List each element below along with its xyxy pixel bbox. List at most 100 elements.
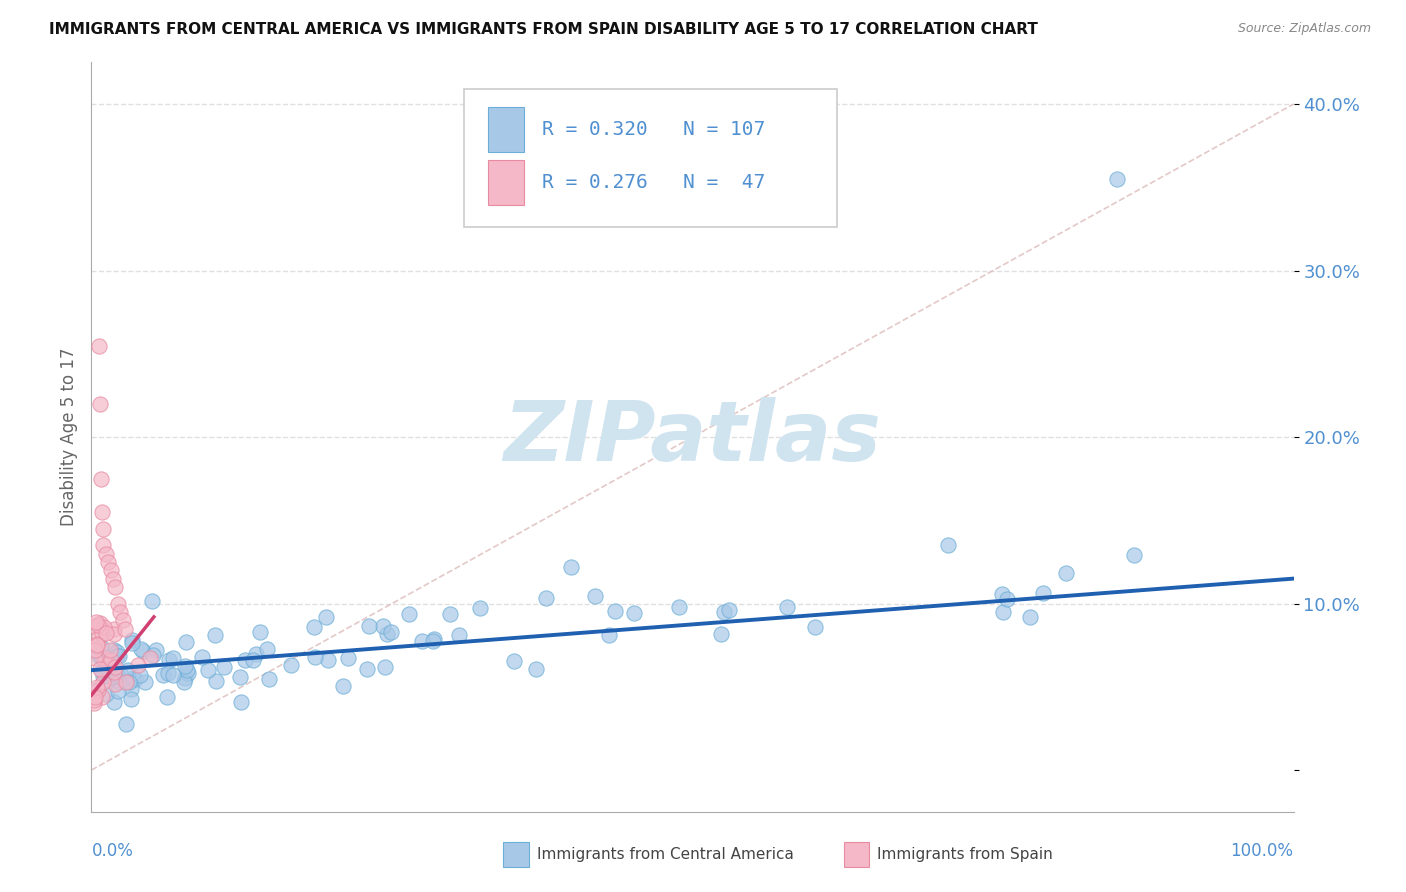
Point bbox=[936, 538, 959, 552]
Point bbox=[89, 397, 111, 411]
Point bbox=[118, 674, 141, 689]
Point bbox=[84, 650, 107, 665]
Point bbox=[249, 624, 271, 639]
Point bbox=[197, 663, 219, 677]
Point bbox=[115, 716, 138, 731]
Text: IMMIGRANTS FROM CENTRAL AMERICA VS IMMIGRANTS FROM SPAIN DISABILITY AGE 5 TO 17 : IMMIGRANTS FROM CENTRAL AMERICA VS IMMIG… bbox=[49, 22, 1038, 37]
Point bbox=[83, 693, 105, 707]
FancyBboxPatch shape bbox=[464, 88, 837, 227]
Point bbox=[90, 640, 112, 655]
Text: Source: ZipAtlas.com: Source: ZipAtlas.com bbox=[1237, 22, 1371, 36]
Point bbox=[316, 653, 339, 667]
Point bbox=[91, 627, 114, 641]
Point bbox=[97, 555, 120, 569]
Point bbox=[142, 648, 165, 662]
Point bbox=[121, 633, 143, 648]
Text: R = 0.276   N =  47: R = 0.276 N = 47 bbox=[543, 173, 765, 192]
Point bbox=[162, 650, 184, 665]
Point bbox=[86, 638, 108, 652]
Point bbox=[101, 572, 124, 586]
Text: Immigrants from Spain: Immigrants from Spain bbox=[877, 847, 1053, 862]
Point bbox=[104, 660, 127, 674]
Point bbox=[176, 663, 198, 677]
Point bbox=[1054, 566, 1077, 580]
Point bbox=[374, 660, 396, 674]
FancyBboxPatch shape bbox=[488, 107, 524, 153]
Point bbox=[668, 600, 690, 615]
FancyBboxPatch shape bbox=[503, 842, 529, 867]
Point bbox=[776, 599, 799, 614]
FancyBboxPatch shape bbox=[488, 160, 524, 205]
Point bbox=[101, 658, 124, 673]
Point bbox=[356, 662, 378, 676]
Point bbox=[174, 671, 197, 685]
Point bbox=[173, 674, 195, 689]
Point bbox=[245, 647, 267, 661]
Point bbox=[120, 691, 142, 706]
Point bbox=[212, 659, 235, 673]
Point bbox=[623, 606, 645, 620]
Point bbox=[993, 605, 1015, 619]
Point bbox=[96, 687, 118, 701]
Point bbox=[94, 547, 117, 561]
Point bbox=[439, 607, 461, 622]
Point bbox=[93, 650, 115, 665]
Point bbox=[98, 643, 121, 657]
Point bbox=[191, 650, 214, 665]
Text: Immigrants from Central America: Immigrants from Central America bbox=[537, 847, 794, 862]
Point bbox=[141, 594, 163, 608]
Point bbox=[103, 695, 125, 709]
Point bbox=[114, 622, 136, 636]
Point bbox=[228, 670, 250, 684]
Point bbox=[411, 634, 433, 648]
Point bbox=[583, 589, 606, 603]
Point bbox=[100, 563, 122, 577]
Point bbox=[93, 620, 115, 634]
Point bbox=[256, 642, 278, 657]
Point bbox=[1018, 609, 1040, 624]
Point bbox=[398, 607, 420, 621]
Point bbox=[127, 657, 149, 672]
Point bbox=[103, 642, 125, 657]
Point bbox=[89, 615, 111, 630]
Point bbox=[242, 653, 264, 667]
Point bbox=[83, 619, 105, 633]
Point bbox=[560, 560, 582, 574]
Point bbox=[157, 653, 180, 667]
Point bbox=[204, 674, 226, 689]
Point bbox=[98, 670, 121, 684]
Text: 0.0%: 0.0% bbox=[91, 842, 134, 860]
Point bbox=[128, 667, 150, 681]
Point bbox=[103, 622, 125, 636]
Point bbox=[162, 668, 184, 682]
Point bbox=[103, 665, 125, 679]
Point bbox=[93, 522, 115, 536]
Point bbox=[257, 673, 280, 687]
Point bbox=[357, 619, 380, 633]
Point bbox=[105, 667, 128, 681]
Text: ZIPatlas: ZIPatlas bbox=[503, 397, 882, 477]
Point bbox=[121, 636, 143, 650]
Point bbox=[534, 591, 557, 605]
Point bbox=[107, 684, 129, 698]
Point bbox=[90, 472, 112, 486]
Point bbox=[89, 662, 111, 676]
Point bbox=[120, 681, 142, 696]
Point bbox=[105, 648, 128, 663]
Point bbox=[449, 628, 471, 642]
Point bbox=[91, 674, 114, 689]
Point bbox=[145, 643, 167, 657]
Point bbox=[83, 696, 105, 710]
Point bbox=[107, 597, 129, 611]
Point bbox=[302, 620, 325, 634]
Point bbox=[90, 664, 112, 678]
Point bbox=[104, 677, 127, 691]
Point bbox=[93, 656, 115, 670]
Text: 0.0%: 0.0% bbox=[534, 857, 537, 859]
Point bbox=[110, 665, 132, 680]
Point bbox=[101, 666, 124, 681]
Point bbox=[122, 671, 145, 685]
Point bbox=[117, 664, 139, 678]
Point bbox=[87, 682, 110, 697]
Point bbox=[107, 648, 129, 663]
